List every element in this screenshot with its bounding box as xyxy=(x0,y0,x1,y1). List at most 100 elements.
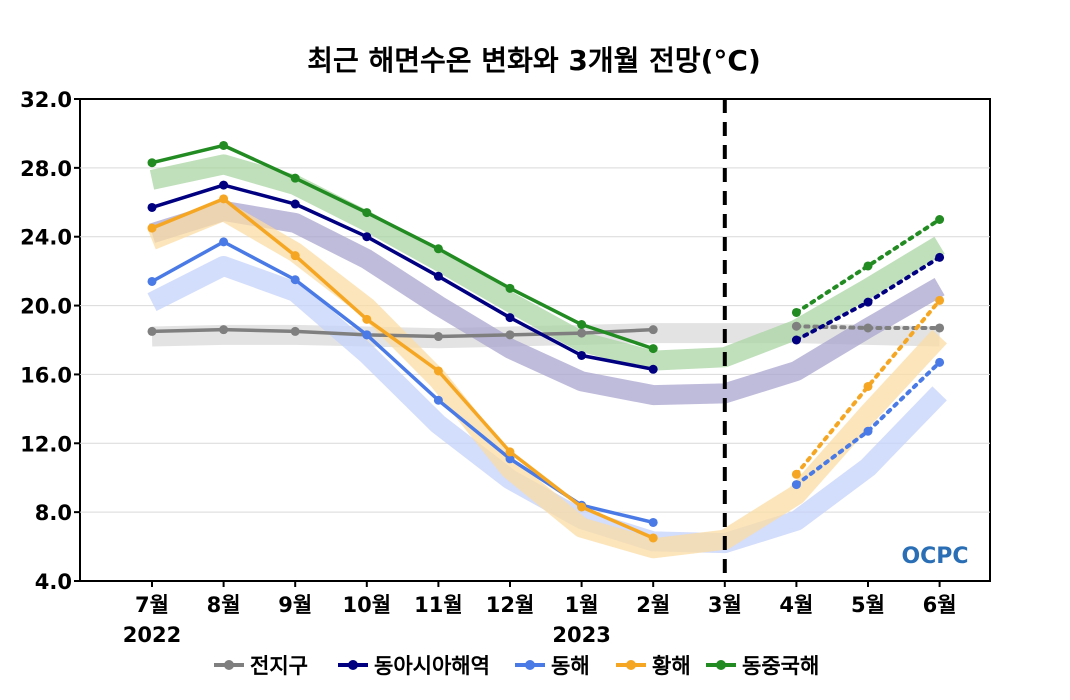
x-tick-label: 6월 xyxy=(923,593,957,617)
observed-point xyxy=(290,251,300,261)
legend-swatch-dot xyxy=(525,660,535,670)
observed-point xyxy=(362,330,372,340)
forecast-point xyxy=(791,335,801,345)
y-tick-label: 16.0 xyxy=(20,363,72,387)
x-tick-label: 1월 xyxy=(565,593,599,617)
y-tick-label: 12.0 xyxy=(20,432,72,456)
observed-point xyxy=(648,533,658,543)
y-tick-label: 28.0 xyxy=(20,157,72,181)
forecast-point xyxy=(863,381,873,391)
legend-swatch-dot xyxy=(224,660,234,670)
forecast-point xyxy=(863,426,873,436)
forecast-line xyxy=(794,298,942,477)
observed-point xyxy=(290,326,300,336)
x-tick-label: 4월 xyxy=(779,593,813,617)
logo-text: OCPC xyxy=(901,544,968,569)
x-tick-label: 5월 xyxy=(851,593,885,617)
legend-swatch-dot xyxy=(716,660,726,670)
observed-point xyxy=(433,332,443,342)
observed-point xyxy=(147,202,157,212)
observed-point xyxy=(577,328,587,338)
observed-point xyxy=(290,173,300,183)
observed-point xyxy=(147,158,157,168)
observed-point xyxy=(648,344,658,354)
forecast-point xyxy=(791,321,801,331)
legend: 전지구 동아시아해역 동해 황해 동중국해 xyxy=(214,654,819,678)
forecast-point xyxy=(791,307,801,317)
observed-point xyxy=(433,271,443,281)
chart-title: 최근 해면수온 변화와 3개월 전망(°C) xyxy=(307,44,761,77)
year-label: 2023 xyxy=(552,623,610,647)
legend-label: 전지구 xyxy=(250,654,308,678)
y-tick-label: 24.0 xyxy=(20,226,72,250)
observed-point xyxy=(290,275,300,285)
x-tick-label: 10월 xyxy=(343,593,392,617)
observed-point xyxy=(648,364,658,374)
climatology-band xyxy=(149,200,945,406)
observed-point xyxy=(147,326,157,336)
forecast-point xyxy=(791,469,801,479)
observed-point xyxy=(577,320,587,330)
observed-point xyxy=(219,140,229,150)
observed-point xyxy=(362,314,372,324)
observed-point xyxy=(648,517,658,527)
legend-label: 동아시아해역 xyxy=(374,654,490,678)
legend-label: 황해 xyxy=(652,654,691,678)
climatology-band xyxy=(149,154,945,371)
observed-point xyxy=(433,395,443,405)
forecast-point xyxy=(935,357,945,367)
observed-point xyxy=(433,244,443,254)
observed-point xyxy=(219,325,229,335)
observed-point xyxy=(505,454,515,464)
legend-swatch-dot xyxy=(626,660,636,670)
legend-label: 동해 xyxy=(551,654,590,678)
ocpc-logo: OCPC xyxy=(901,544,968,569)
y-tick-label: 20.0 xyxy=(20,295,72,319)
observed-point xyxy=(433,366,443,376)
x-tick-label: 12월 xyxy=(486,593,535,617)
observed-point xyxy=(577,502,587,512)
x-tick-label: 3월 xyxy=(708,593,742,617)
x-tick-label: 2월 xyxy=(636,593,670,617)
x-tick-label: 9월 xyxy=(278,593,312,617)
y-tick-label: 8.0 xyxy=(35,501,72,525)
observed-line xyxy=(151,183,654,371)
y-axis-ticks: 4.0 8.0 12.0 16.0 20.0 24.0 28.0 32.0 xyxy=(20,88,80,594)
forecast-point xyxy=(791,480,801,490)
forecast-point xyxy=(935,215,945,224)
legend-label: 동중국해 xyxy=(742,654,819,678)
x-tick-label: 11월 xyxy=(414,593,463,617)
observed-point xyxy=(362,232,372,242)
observed-point xyxy=(362,208,372,218)
observed-point xyxy=(505,313,515,323)
observed-line xyxy=(151,327,654,339)
plot-frame xyxy=(79,98,991,582)
legend-swatch-dot xyxy=(348,660,358,670)
series-lines xyxy=(147,140,945,543)
x-axis-ticks: 7월 8월 9월 10월 11월 12월 1월 2월 3월 4월 5월 6월 2022 2023 xyxy=(123,581,957,647)
observed-point xyxy=(505,283,515,293)
observed-line xyxy=(151,197,654,540)
climatology-bands xyxy=(147,154,947,559)
observed-point xyxy=(147,276,157,286)
observed-point xyxy=(219,237,229,247)
observed-point xyxy=(648,325,658,335)
observed-point xyxy=(505,447,515,457)
observed-point xyxy=(505,330,515,340)
year-label: 2022 xyxy=(123,623,181,647)
forecast-point xyxy=(863,261,873,271)
observed-line xyxy=(151,143,654,351)
forecast-point xyxy=(863,323,873,333)
forecast-point xyxy=(935,323,945,333)
observed-point xyxy=(290,199,300,209)
observed-point xyxy=(219,180,229,190)
forecast-point xyxy=(935,252,945,262)
observed-point xyxy=(219,194,229,204)
y-tick-label: 32.0 xyxy=(20,88,72,112)
y-tick-label: 4.0 xyxy=(35,570,72,594)
observed-point xyxy=(577,350,587,360)
forecast-point xyxy=(863,297,873,307)
forecast-point xyxy=(935,295,945,305)
